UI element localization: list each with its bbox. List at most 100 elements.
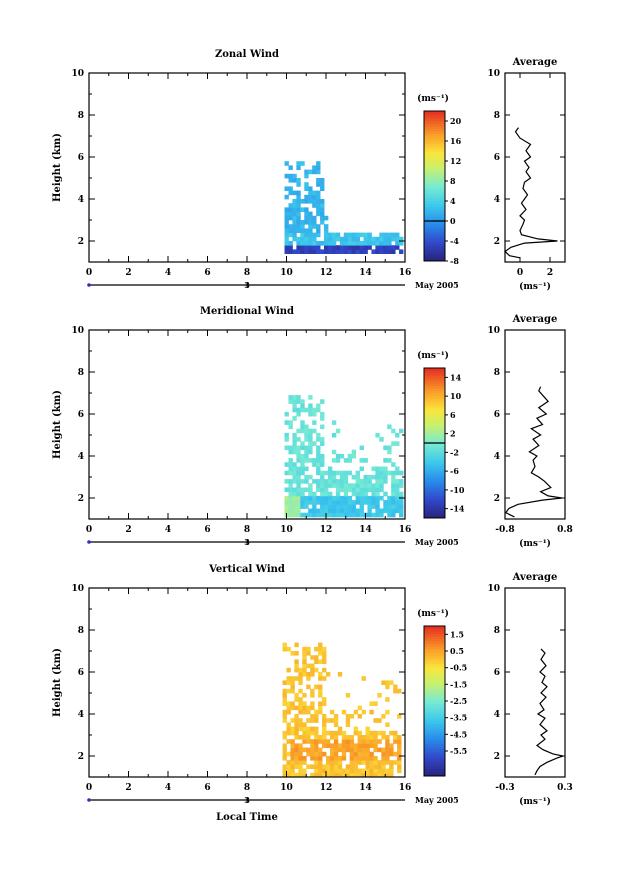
heatmap-cell	[322, 718, 327, 723]
heatmap-cell	[320, 508, 325, 514]
heatmap-cell	[329, 709, 335, 715]
heatmap-cell	[375, 495, 380, 501]
heatmap-cell	[308, 211, 313, 217]
heatmap-cell	[300, 245, 305, 250]
heatmap-cell	[292, 207, 297, 212]
heatmap-cell	[302, 646, 307, 652]
heatmap-cell	[318, 768, 323, 774]
heatmap-cell	[351, 474, 357, 480]
heatmap-cell	[383, 249, 388, 254]
heatmap-cell	[320, 399, 325, 404]
heatmap-cell	[296, 203, 301, 208]
heatmap-cell	[349, 760, 355, 765]
heatmap-cell	[355, 232, 360, 238]
heatmap-cell	[304, 458, 309, 463]
heatmap-cell	[288, 500, 293, 505]
heatmap-cell	[320, 220, 325, 225]
heatmap-cell	[357, 739, 362, 744]
heatmap-cell	[326, 672, 331, 677]
heatmap-cell	[296, 453, 301, 459]
heatmap-cell	[304, 207, 309, 212]
heatmap-cell	[292, 487, 297, 493]
colorbar-swatch	[424, 196, 445, 199]
heatmap-cell	[300, 445, 305, 451]
heatmap-cell	[318, 659, 323, 664]
heatmap-cell	[298, 726, 303, 732]
heatmap-cell	[391, 470, 396, 476]
heatmap-cell	[369, 764, 374, 769]
heatmap-cell	[304, 215, 309, 221]
colorbar-swatch	[424, 226, 445, 229]
heatmap-cell	[333, 772, 339, 778]
heatmap-cell	[304, 241, 309, 246]
heatmap-cell	[306, 726, 311, 732]
colorbar-swatch	[424, 643, 445, 647]
heatmap-cell	[359, 512, 364, 518]
heatmap-cell	[399, 236, 404, 242]
heatmap-cell	[331, 479, 337, 484]
x-tick-label: 10	[280, 525, 293, 535]
heatmap-cell	[381, 768, 386, 774]
heatmap-cell	[331, 236, 337, 242]
heatmap-cell	[284, 224, 289, 229]
heatmap-cell	[355, 500, 360, 505]
colorbar-swatch	[424, 435, 445, 439]
heatmap-cell	[300, 470, 305, 476]
heatmap-cell	[282, 709, 287, 715]
heatmap-cell	[284, 232, 289, 238]
heatmap-cell	[339, 508, 345, 514]
heatmap-cell	[393, 751, 398, 757]
heatmap-cell	[383, 232, 388, 238]
heatmap-cell	[288, 458, 293, 463]
heatmap-cell	[322, 646, 327, 652]
heatmap-cell	[326, 743, 331, 748]
heatmap-cell	[339, 504, 345, 509]
heatmap-cell	[375, 245, 380, 250]
heatmap-cell	[308, 236, 313, 242]
heatmap-cell	[300, 512, 305, 518]
heatmap-cell	[314, 735, 319, 740]
heatmap-cell	[296, 458, 301, 463]
heatmap-cells	[284, 395, 404, 518]
heatmap-cell	[284, 462, 289, 467]
colorbar-swatch	[424, 158, 445, 162]
heatmap-cell	[349, 768, 355, 774]
y-tick-label: 8	[78, 368, 84, 378]
heatmap-cell	[395, 479, 400, 484]
heatmap-cell	[296, 182, 301, 187]
heatmap-cell	[375, 479, 380, 484]
colorbar-swatch	[424, 701, 445, 704]
profile-frame	[504, 72, 566, 263]
heatmap-cell	[367, 232, 372, 238]
colorbar-swatch	[424, 678, 445, 682]
heatmap-cell	[308, 199, 313, 204]
heatmap-cell	[397, 735, 402, 740]
heatmap-cell	[377, 693, 382, 698]
heatmap-cell	[304, 445, 309, 451]
heatmap-cell	[363, 487, 368, 493]
heatmap-cell	[345, 747, 351, 753]
heatmap-cell	[308, 241, 313, 246]
heatmap-cell	[393, 688, 398, 694]
heatmap-cell	[343, 504, 349, 509]
profile-title: Average	[512, 572, 558, 583]
heatmap-cell	[359, 232, 364, 238]
heatmap-cell	[377, 747, 382, 753]
heatmap-cell	[397, 714, 402, 719]
heatmap-cell	[339, 236, 345, 242]
heatmap-cell	[359, 445, 364, 451]
heatmap-cell	[395, 508, 400, 514]
profile-x-axis-label: (ms⁻¹)	[519, 538, 551, 549]
heatmap-cell	[292, 399, 297, 404]
heatmap-cell	[318, 693, 323, 698]
heatmap-cell	[375, 236, 380, 242]
heatmap-cell	[306, 672, 311, 677]
heatmap-cell	[391, 232, 396, 238]
heatmap-cell	[343, 241, 349, 246]
colorbar-tick-label: -6	[450, 466, 459, 476]
heatmap-cell	[282, 747, 287, 753]
y-tick-label: 6	[78, 153, 84, 163]
heatmap-cell	[327, 508, 333, 514]
heatmap-cell	[284, 215, 289, 221]
heatmap-cell	[318, 756, 323, 761]
